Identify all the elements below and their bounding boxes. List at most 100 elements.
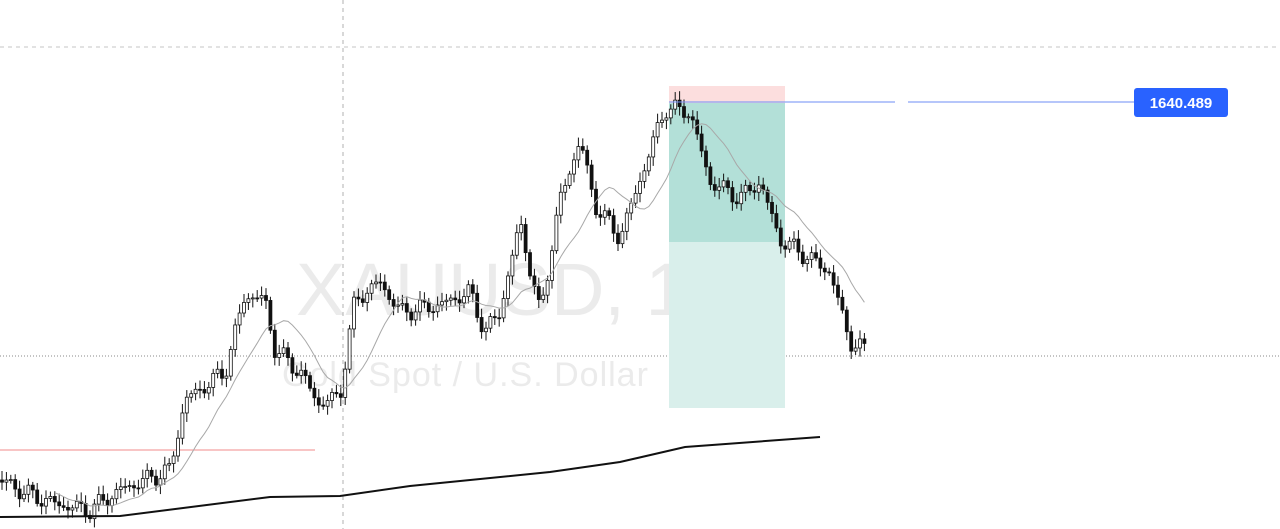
candle-body xyxy=(580,146,585,151)
candle-body xyxy=(57,501,62,507)
candle-body xyxy=(211,373,216,388)
candle-body xyxy=(48,496,53,499)
candle-body xyxy=(633,192,638,204)
candle-body xyxy=(695,119,700,135)
candle-body xyxy=(74,500,79,509)
candle-body xyxy=(277,353,282,358)
candle-body xyxy=(844,309,849,333)
candle-body xyxy=(541,294,546,300)
candle-body xyxy=(352,296,356,330)
candle-body xyxy=(13,479,18,490)
candle-body xyxy=(255,297,260,300)
candle-body xyxy=(796,238,801,253)
candle-body xyxy=(704,150,708,168)
candle-body xyxy=(554,214,559,252)
candle-body xyxy=(686,116,691,119)
candle-body xyxy=(809,252,814,260)
candle-body xyxy=(849,331,854,352)
candle-body xyxy=(198,388,202,391)
candle-body xyxy=(532,275,537,287)
candle-body xyxy=(853,347,858,352)
candle-body xyxy=(189,393,194,398)
candle-body xyxy=(831,272,836,286)
candle-body xyxy=(655,122,660,138)
candle-body xyxy=(629,202,634,214)
candle-body xyxy=(748,184,752,192)
candle-body xyxy=(567,173,572,186)
candle-body xyxy=(589,164,594,190)
candle-body xyxy=(387,289,392,300)
candle-body xyxy=(206,387,211,394)
candle-body xyxy=(717,186,722,191)
candle-body xyxy=(400,303,405,306)
candle-body xyxy=(602,210,607,218)
candle-body xyxy=(202,389,207,394)
candle-body xyxy=(299,369,304,376)
candle-body xyxy=(778,227,783,247)
candle-body xyxy=(620,230,625,245)
candle-body xyxy=(818,257,823,269)
candle-body xyxy=(228,349,233,377)
candle-body xyxy=(365,292,370,303)
candle-body xyxy=(607,210,612,216)
candle-body xyxy=(149,469,154,477)
candle-body xyxy=(708,166,713,185)
candle-body xyxy=(668,108,673,119)
candle-body xyxy=(699,133,704,152)
candle-body xyxy=(378,281,383,284)
candle-body xyxy=(519,224,524,234)
candle-body xyxy=(281,347,286,354)
candle-body xyxy=(431,311,436,314)
candle-body xyxy=(360,298,365,303)
candle-body xyxy=(444,299,449,303)
candle-body xyxy=(0,479,4,483)
candle-body xyxy=(827,271,832,274)
candle-body xyxy=(624,212,629,232)
watermark-description: Gold Spot / U.S. Dollar xyxy=(282,356,649,394)
long-moving-average xyxy=(0,436,821,518)
target-zone-active xyxy=(669,103,785,242)
candle-body xyxy=(805,259,810,265)
candle-body xyxy=(171,455,176,464)
candle-body xyxy=(712,184,717,191)
candle-body xyxy=(123,486,128,488)
candle-body xyxy=(312,387,317,399)
candle-body xyxy=(440,301,444,306)
candle-body xyxy=(426,301,431,313)
candle-body xyxy=(220,368,224,379)
candle-body xyxy=(479,317,484,333)
candle-body xyxy=(576,146,581,161)
candle-body xyxy=(66,506,70,511)
candle-body xyxy=(585,149,590,166)
candle-body xyxy=(272,329,277,358)
candle-body xyxy=(308,375,312,389)
candle-body xyxy=(338,393,343,398)
candle-body xyxy=(268,300,273,331)
candle-body xyxy=(862,338,867,344)
candle-body xyxy=(61,505,66,508)
candle-body xyxy=(814,252,818,259)
candle-body xyxy=(448,297,453,301)
candle-body xyxy=(26,484,31,495)
candle-body xyxy=(616,232,620,245)
candle-body xyxy=(17,488,22,500)
target-zone xyxy=(669,242,785,408)
candle-body xyxy=(132,485,136,489)
candle-body xyxy=(101,494,106,501)
candle-body xyxy=(118,486,123,490)
candle-body xyxy=(536,286,541,300)
candle-body xyxy=(765,189,770,203)
candle-body xyxy=(114,489,119,500)
candle-body xyxy=(330,392,334,401)
candle-body xyxy=(224,375,229,379)
candle-body xyxy=(356,296,361,300)
candle-body xyxy=(822,267,827,273)
candle-body xyxy=(154,475,158,486)
candle-body xyxy=(646,156,651,172)
candle-body xyxy=(730,187,735,203)
candle-body xyxy=(690,116,695,121)
candle-body xyxy=(303,369,308,377)
candle-body xyxy=(180,412,185,439)
candle-body xyxy=(836,284,840,298)
